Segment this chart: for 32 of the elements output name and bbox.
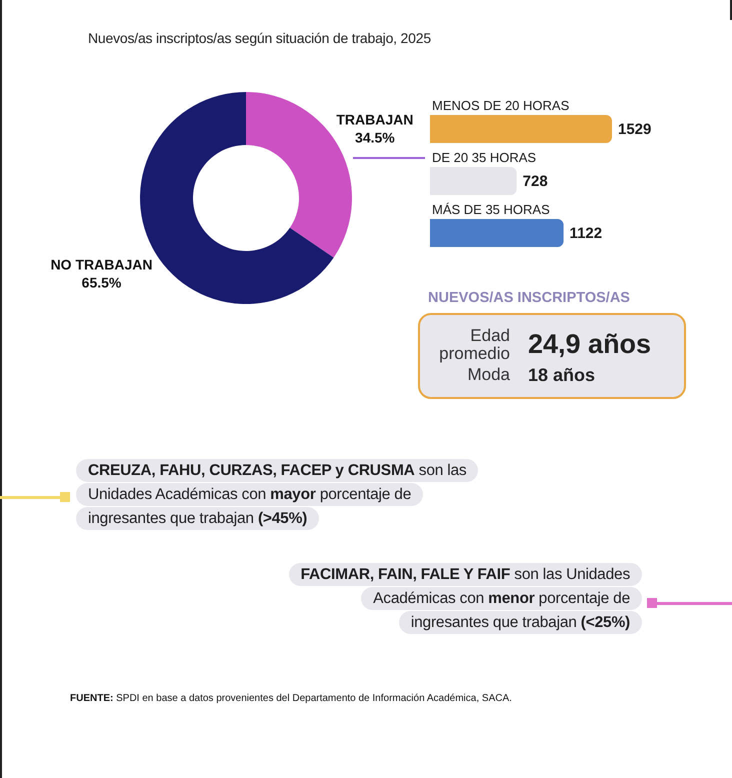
data-label: 1529: [618, 121, 652, 138]
data-label: 34.5%: [355, 130, 396, 146]
text: son las Unidades: [514, 566, 630, 583]
data-label: 65.5%: [82, 274, 122, 290]
text: Académicas con: [373, 590, 484, 607]
data-label: 1122: [570, 225, 602, 242]
slice-label: TRABAJAN: [336, 112, 414, 128]
text: son las: [418, 462, 466, 479]
y-tick-label: DE 20 35 HORAS: [432, 150, 536, 166]
slice-label: NO TRABAJAN: [50, 256, 152, 272]
text: Edad promedio: [438, 326, 510, 362]
text: menor: [488, 590, 535, 607]
text: CREUZA, FAHU, CURZAS, FACEP y CRUSMA: [88, 462, 415, 479]
text: 18 años: [528, 364, 596, 386]
text: ingresantes que trabajan: [410, 614, 577, 631]
text: NUEVOS/AS INSCRIPTOS/AS: [428, 290, 631, 306]
text: ingresantes que trabajan: [88, 510, 254, 527]
text: porcentaje de: [538, 590, 630, 607]
chart-title: Nuevos/as inscriptos/as según situación de trabajo, 2025: [88, 30, 431, 46]
y-tick-label: MENOS DE 20 HORAS: [432, 98, 570, 114]
text: Unidades Académicas con: [88, 486, 266, 503]
data-label: 728: [522, 173, 548, 190]
text: FACIMAR, FAIN, FALE Y FAIF: [300, 566, 510, 583]
source-note: FUENTE:: [70, 693, 114, 704]
text: porcentaje de: [320, 486, 412, 503]
y-tick-label: MÁS DE 35 HORAS: [432, 202, 550, 218]
text: mayor: [270, 486, 316, 503]
text: SPDI en base a datos provenientes del Departamento de Información Académica, SACA.: [116, 693, 512, 704]
text: Moda: [466, 365, 510, 384]
text: (>45%): [258, 510, 308, 527]
text: 24,9 años: [528, 329, 652, 360]
text: (<25%): [580, 614, 630, 631]
